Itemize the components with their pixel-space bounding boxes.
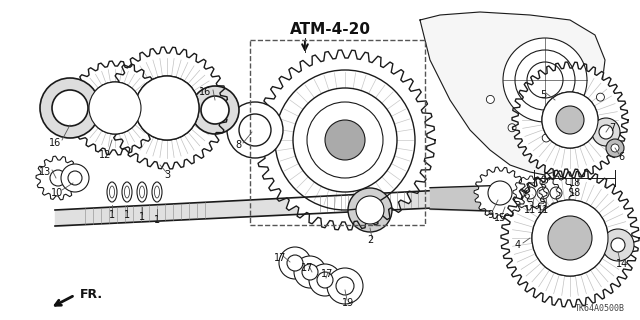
Ellipse shape <box>107 182 117 202</box>
Text: 19: 19 <box>342 298 354 308</box>
Circle shape <box>68 171 82 185</box>
Circle shape <box>201 96 229 124</box>
Circle shape <box>302 264 318 280</box>
Circle shape <box>532 200 608 276</box>
Ellipse shape <box>140 186 145 198</box>
Circle shape <box>556 106 584 134</box>
Circle shape <box>307 102 383 178</box>
Polygon shape <box>255 50 435 230</box>
Circle shape <box>576 122 584 130</box>
Ellipse shape <box>125 186 129 198</box>
Circle shape <box>325 120 365 160</box>
Text: 16: 16 <box>49 138 61 148</box>
Circle shape <box>611 238 625 252</box>
Polygon shape <box>539 176 573 210</box>
Text: 8: 8 <box>235 140 241 150</box>
Circle shape <box>542 92 598 148</box>
Text: 7: 7 <box>609 123 615 133</box>
Circle shape <box>317 272 333 288</box>
Ellipse shape <box>109 186 115 198</box>
Text: 15: 15 <box>494 213 506 223</box>
Circle shape <box>287 255 303 271</box>
Circle shape <box>611 144 619 152</box>
Text: 13: 13 <box>39 167 51 177</box>
Text: 18: 18 <box>569 188 581 198</box>
Circle shape <box>293 88 397 192</box>
Text: 11: 11 <box>537 205 549 215</box>
Circle shape <box>508 124 516 132</box>
Polygon shape <box>513 176 547 210</box>
Text: 4: 4 <box>515 240 521 250</box>
Circle shape <box>503 38 587 122</box>
Circle shape <box>486 95 494 103</box>
Circle shape <box>542 134 550 142</box>
Text: ATM-4-20: ATM-4-20 <box>289 22 371 37</box>
Polygon shape <box>512 62 628 178</box>
Bar <box>250 40 425 225</box>
Polygon shape <box>68 61 162 155</box>
Polygon shape <box>526 176 560 210</box>
Circle shape <box>191 86 239 134</box>
Ellipse shape <box>154 186 159 198</box>
Text: 17: 17 <box>321 269 333 279</box>
Circle shape <box>135 76 199 140</box>
Circle shape <box>89 82 141 134</box>
Text: 11: 11 <box>524 205 536 215</box>
Circle shape <box>548 216 592 260</box>
Polygon shape <box>106 47 228 169</box>
Text: 16: 16 <box>199 87 211 97</box>
Circle shape <box>294 256 326 288</box>
Circle shape <box>599 125 613 139</box>
Text: 12: 12 <box>99 150 111 160</box>
Circle shape <box>527 62 563 98</box>
Text: FR.: FR. <box>80 289 103 301</box>
Circle shape <box>348 188 392 232</box>
Circle shape <box>336 277 354 295</box>
Text: TK64A0500B: TK64A0500B <box>575 304 625 313</box>
Polygon shape <box>501 169 639 307</box>
Circle shape <box>602 229 634 261</box>
Ellipse shape <box>137 182 147 202</box>
Text: 10: 10 <box>51 188 63 198</box>
Ellipse shape <box>122 182 132 202</box>
Polygon shape <box>36 156 80 200</box>
Text: 3: 3 <box>164 170 170 180</box>
Circle shape <box>40 78 100 138</box>
Text: 9: 9 <box>487 210 493 220</box>
Text: 1: 1 <box>109 210 115 220</box>
Circle shape <box>356 196 384 224</box>
Text: 17: 17 <box>274 253 286 263</box>
Text: 1: 1 <box>154 215 160 225</box>
Circle shape <box>239 114 271 146</box>
Circle shape <box>592 118 620 146</box>
Text: 1: 1 <box>139 212 145 222</box>
Text: 6: 6 <box>618 152 624 162</box>
Polygon shape <box>420 12 605 175</box>
Circle shape <box>596 93 604 101</box>
Text: 5: 5 <box>540 90 546 100</box>
Circle shape <box>61 164 89 192</box>
Circle shape <box>279 247 311 279</box>
Circle shape <box>309 264 341 296</box>
Circle shape <box>52 90 88 126</box>
Text: 1: 1 <box>124 210 130 220</box>
Text: 14: 14 <box>616 259 628 269</box>
Circle shape <box>515 50 575 110</box>
Text: 17: 17 <box>301 263 313 273</box>
Circle shape <box>327 268 363 304</box>
Text: 18: 18 <box>569 178 581 188</box>
Circle shape <box>227 102 283 158</box>
Text: 2: 2 <box>367 235 373 245</box>
Polygon shape <box>474 167 526 219</box>
Circle shape <box>606 139 624 157</box>
Ellipse shape <box>152 182 162 202</box>
